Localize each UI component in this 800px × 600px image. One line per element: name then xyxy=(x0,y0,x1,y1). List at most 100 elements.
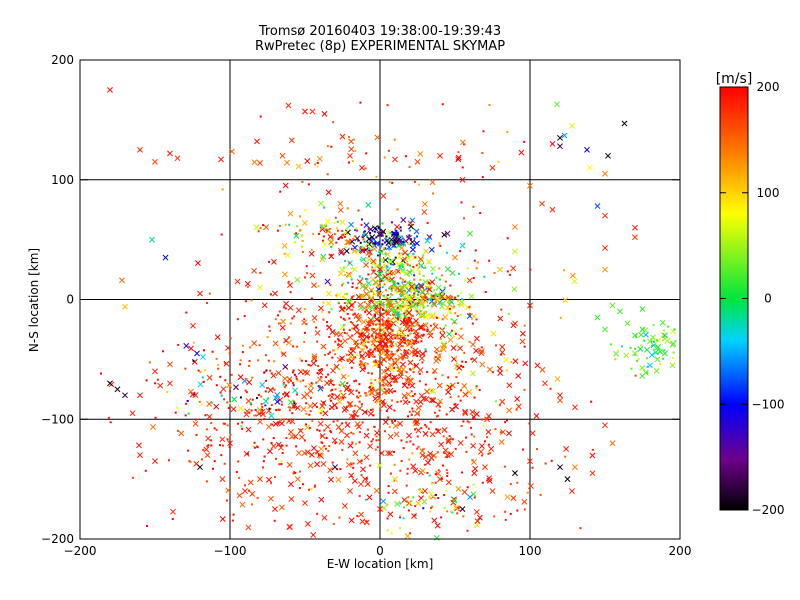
data-point xyxy=(293,400,296,403)
data-point xyxy=(406,269,413,276)
y-axis-label: N-S location [km] xyxy=(27,248,41,352)
data-point xyxy=(289,291,292,294)
data-point xyxy=(380,192,387,199)
data-point xyxy=(373,343,380,350)
data-point xyxy=(318,385,321,388)
data-point xyxy=(325,189,332,196)
y-tick-label: 100 xyxy=(51,173,74,187)
data-point xyxy=(388,275,391,278)
data-point xyxy=(265,379,268,382)
data-point xyxy=(340,340,343,343)
data-point xyxy=(410,305,413,308)
data-point xyxy=(602,170,608,177)
data-point xyxy=(256,445,259,448)
data-point xyxy=(149,236,155,243)
data-point xyxy=(374,379,377,382)
data-point xyxy=(348,138,355,145)
data-point xyxy=(322,318,325,321)
data-point xyxy=(347,350,354,357)
data-point xyxy=(468,306,471,309)
data-point xyxy=(395,343,398,346)
data-point xyxy=(410,346,413,349)
data-point xyxy=(414,418,421,425)
data-point xyxy=(394,337,397,340)
data-point xyxy=(378,363,381,366)
data-point xyxy=(462,515,465,518)
data-point xyxy=(219,436,226,443)
data-point xyxy=(399,340,402,343)
data-point xyxy=(268,412,275,419)
data-point xyxy=(332,522,335,525)
data-point xyxy=(557,464,563,471)
data-point xyxy=(418,308,421,311)
data-point xyxy=(444,324,447,327)
data-point xyxy=(455,486,462,492)
data-point xyxy=(394,300,397,303)
data-point xyxy=(373,299,380,306)
data-point xyxy=(338,249,345,256)
data-point xyxy=(365,520,368,523)
data-point xyxy=(471,470,478,477)
data-point xyxy=(363,240,366,243)
data-point xyxy=(343,297,346,300)
data-point xyxy=(247,479,254,486)
data-point xyxy=(374,361,377,364)
data-point xyxy=(412,265,415,268)
data-point xyxy=(157,382,164,389)
data-point xyxy=(303,331,306,334)
data-point xyxy=(417,445,420,448)
data-point xyxy=(192,359,195,362)
data-point xyxy=(375,175,378,178)
data-point xyxy=(262,466,265,469)
data-point xyxy=(449,311,452,314)
data-point xyxy=(432,328,435,331)
data-point xyxy=(401,235,404,238)
data-point xyxy=(339,355,346,362)
data-point xyxy=(359,350,362,353)
data-point xyxy=(527,483,534,490)
data-point xyxy=(319,256,326,263)
data-point xyxy=(446,472,449,475)
data-point xyxy=(187,388,194,395)
data-point xyxy=(304,520,311,527)
data-point xyxy=(319,226,326,233)
data-point xyxy=(407,274,410,277)
data-point xyxy=(228,148,235,155)
data-point xyxy=(529,430,536,437)
data-point xyxy=(405,292,408,295)
data-point xyxy=(280,351,287,358)
data-point xyxy=(270,443,277,450)
data-point xyxy=(421,498,428,505)
data-point xyxy=(351,296,354,299)
data-point xyxy=(329,239,332,242)
data-point xyxy=(444,280,447,283)
data-point xyxy=(392,280,395,283)
data-point xyxy=(635,334,638,337)
data-point xyxy=(384,253,387,256)
data-point xyxy=(417,341,420,344)
data-point xyxy=(404,533,411,540)
data-point xyxy=(366,494,373,501)
data-point xyxy=(239,363,242,366)
data-point xyxy=(367,273,370,276)
data-point xyxy=(424,388,430,395)
data-point xyxy=(177,429,180,432)
data-point xyxy=(239,359,242,362)
data-point xyxy=(308,426,311,429)
data-point xyxy=(375,310,378,313)
data-point xyxy=(287,210,294,217)
data-point xyxy=(243,411,250,418)
data-point xyxy=(403,243,406,246)
data-point xyxy=(449,406,456,413)
data-point xyxy=(413,274,416,277)
data-point xyxy=(338,368,341,371)
data-point xyxy=(510,361,513,364)
data-point xyxy=(220,233,223,236)
data-point xyxy=(284,252,291,259)
data-point xyxy=(298,434,305,441)
data-point xyxy=(457,506,460,509)
data-point xyxy=(662,332,668,339)
data-point xyxy=(373,348,376,351)
data-point xyxy=(425,310,428,313)
